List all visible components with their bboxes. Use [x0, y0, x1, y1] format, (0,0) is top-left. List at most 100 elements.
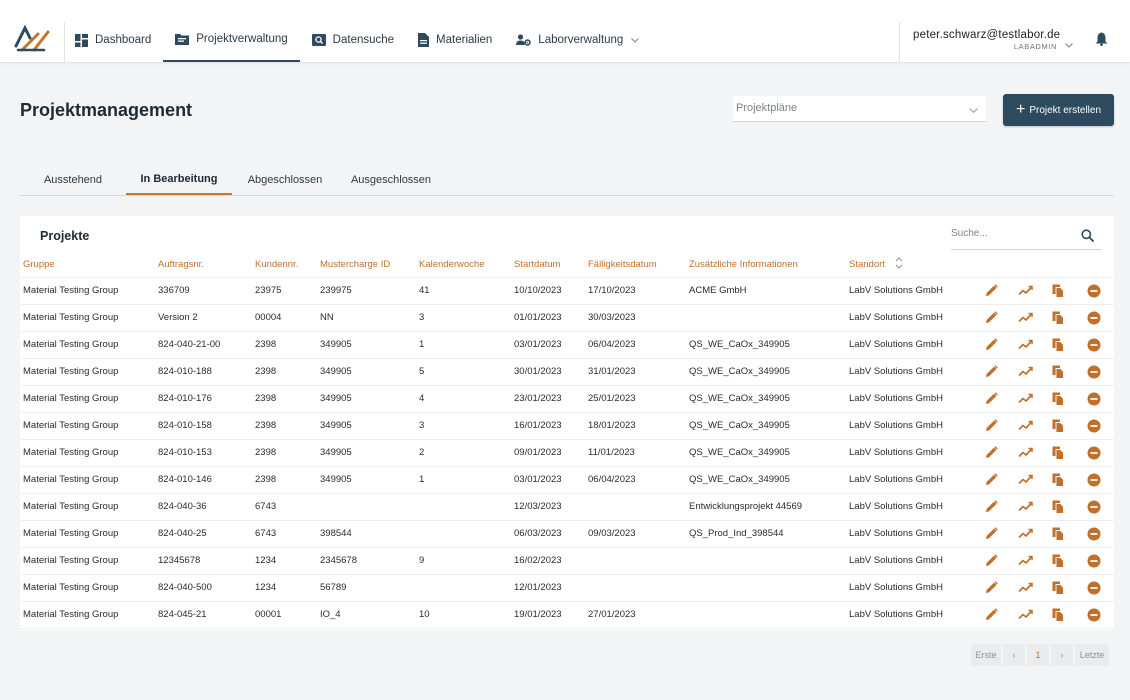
edit-pencil-icon[interactable] [985, 473, 998, 486]
table-row[interactable]: Material Testing Group 824-010-153 2398 349… [20, 439, 1114, 467]
copy-icon[interactable] [1052, 473, 1064, 487]
nav-item-dashboard[interactable]: Dashboard [64, 18, 163, 62]
edit-pencil-icon[interactable] [985, 311, 998, 324]
table-row[interactable]: Material Testing Group 824-010-146 2398 349… [20, 466, 1114, 494]
remove-circle-icon[interactable] [1087, 284, 1101, 298]
table-row[interactable]: Material Testing Group 824-010-158 2398 349… [20, 412, 1114, 440]
pagination-next[interactable]: › [1051, 644, 1073, 666]
project-plans-select[interactable]: Projektpläne [733, 96, 986, 122]
tab-ausgeschlossen[interactable]: Ausgeschlossen [350, 174, 432, 186]
column-header-faelligkeitsdatum[interactable]: Fälligkeitsdatum [585, 253, 686, 278]
copy-icon[interactable] [1052, 554, 1064, 568]
copy-icon[interactable] [1052, 284, 1064, 298]
copy-icon[interactable] [1052, 608, 1064, 622]
remove-circle-icon[interactable] [1087, 311, 1101, 325]
trend-chart-icon[interactable] [1018, 420, 1033, 431]
remove-circle-icon[interactable] [1087, 419, 1101, 433]
nav-item-materialien[interactable]: Materialien [406, 18, 504, 62]
copy-icon[interactable] [1052, 392, 1064, 406]
trend-chart-icon[interactable] [1018, 339, 1033, 350]
copy-icon[interactable] [1052, 446, 1064, 460]
copy-icon[interactable] [1052, 311, 1064, 325]
column-header-auftragsnr[interactable]: Auftragsnr. [155, 253, 252, 278]
edit-pencil-icon[interactable] [985, 419, 998, 432]
edit-pencil-icon[interactable] [985, 581, 998, 594]
column-header-kalenderwoche[interactable]: Kalenderwoche [416, 253, 511, 278]
table-row[interactable]: Material Testing Group 824-040-21-00 2398 3… [20, 331, 1114, 359]
remove-circle-icon[interactable] [1087, 500, 1101, 514]
trend-chart-icon[interactable] [1018, 555, 1033, 566]
remove-circle-icon[interactable] [1087, 554, 1101, 568]
create-project-button[interactable]: + Projekt erstellen [1003, 94, 1114, 126]
cell-standort: LabV Solutions GmbH [846, 601, 974, 629]
chevron-down-icon[interactable] [1065, 35, 1073, 53]
trend-chart-icon[interactable] [1018, 501, 1033, 512]
edit-pencil-icon[interactable] [985, 500, 998, 513]
trend-chart-icon[interactable] [1018, 582, 1033, 593]
column-header-standort[interactable]: Standort [846, 253, 974, 278]
tab-in-bearbeitung[interactable]: In Bearbeitung [126, 164, 232, 195]
column-header-startdatum[interactable]: Startdatum [511, 253, 585, 278]
edit-pencil-icon[interactable] [985, 446, 998, 459]
trend-chart-icon[interactable] [1018, 528, 1033, 539]
pagination-last[interactable]: Letzte [1075, 644, 1109, 666]
cell-auftragsnr: 824-040-25 [155, 520, 252, 548]
remove-circle-icon[interactable] [1087, 581, 1101, 595]
remove-circle-icon[interactable] [1087, 608, 1101, 622]
copy-icon[interactable] [1052, 419, 1064, 433]
column-header-gruppe[interactable]: Gruppe [20, 253, 155, 278]
edit-pencil-icon[interactable] [985, 527, 998, 540]
sort-icon[interactable] [895, 257, 903, 272]
remove-circle-icon[interactable] [1087, 365, 1101, 379]
remove-circle-icon[interactable] [1087, 392, 1101, 406]
nav-item-projektverwaltung[interactable]: Projektverwaltung [163, 18, 300, 62]
edit-pencil-icon[interactable] [985, 392, 998, 405]
cell-gruppe: Material Testing Group [20, 277, 155, 305]
edit-pencil-icon[interactable] [985, 608, 998, 621]
copy-icon[interactable] [1052, 365, 1064, 379]
remove-circle-icon[interactable] [1087, 338, 1101, 352]
column-header-kundennr[interactable]: Kundennr. [252, 253, 317, 278]
trend-chart-icon[interactable] [1018, 609, 1033, 620]
tab-abgeschlossen[interactable]: Abgeschlossen [247, 174, 323, 186]
table-row[interactable]: Material Testing Group 824-010-176 2398 349… [20, 385, 1114, 413]
user-menu[interactable]: peter.schwarz@testlabor.de LABADMIN [913, 29, 1060, 51]
pagination-prev[interactable]: ‹ [1003, 644, 1025, 666]
table-row[interactable]: Material Testing Group 12345678 1234 234567… [20, 547, 1114, 575]
search-input[interactable]: Suche... [951, 224, 1102, 250]
copy-icon[interactable] [1052, 338, 1064, 352]
table-row[interactable]: Material Testing Group 824-040-25 6743 3985… [20, 520, 1114, 548]
trend-chart-icon[interactable] [1018, 447, 1033, 458]
nav-item-datensuche[interactable]: Datensuche [300, 18, 406, 62]
table-row[interactable]: Material Testing Group 336709 23975 239975 4… [20, 277, 1114, 305]
edit-pencil-icon[interactable] [985, 338, 998, 351]
table-row[interactable]: Material Testing Group 824-045-21 00001 IO_… [20, 601, 1114, 629]
edit-pencil-icon[interactable] [985, 365, 998, 378]
table-row[interactable]: Material Testing Group Version 2 00004 NN 3 0… [20, 304, 1114, 332]
copy-icon[interactable] [1052, 581, 1064, 595]
trend-chart-icon[interactable] [1018, 366, 1033, 377]
pagination-first[interactable]: Erste [971, 644, 1001, 666]
pagination-page[interactable]: 1 [1027, 644, 1049, 666]
column-header-mustercharge-id[interactable]: Mustercharge ID [317, 253, 416, 278]
remove-circle-icon[interactable] [1087, 446, 1101, 460]
copy-icon[interactable] [1052, 527, 1064, 541]
copy-icon[interactable] [1052, 500, 1064, 514]
column-header-zusaetzliche-informationen[interactable]: Zusätzliche Informationen [686, 253, 846, 278]
trend-chart-icon[interactable] [1018, 312, 1033, 323]
labv-logo[interactable] [14, 24, 50, 54]
nav-item-laborverwaltung[interactable]: Laborverwaltung [504, 18, 651, 62]
table-row[interactable]: Material Testing Group 824-010-188 2398 349… [20, 358, 1114, 386]
remove-circle-icon[interactable] [1087, 527, 1101, 541]
trend-chart-icon[interactable] [1018, 474, 1033, 485]
edit-pencil-icon[interactable] [985, 284, 998, 297]
table-row[interactable]: Material Testing Group 824-040-36 6743 12/0… [20, 493, 1114, 521]
trend-chart-icon[interactable] [1018, 393, 1033, 404]
search-icon[interactable] [1081, 229, 1094, 247]
notification-bell-icon[interactable] [1095, 32, 1108, 51]
table-row[interactable]: Material Testing Group 824-040-500 1234 567… [20, 574, 1114, 602]
edit-pencil-icon[interactable] [985, 554, 998, 567]
remove-circle-icon[interactable] [1087, 473, 1101, 487]
tab-ausstehend[interactable]: Ausstehend [43, 174, 103, 186]
trend-chart-icon[interactable] [1018, 285, 1033, 296]
